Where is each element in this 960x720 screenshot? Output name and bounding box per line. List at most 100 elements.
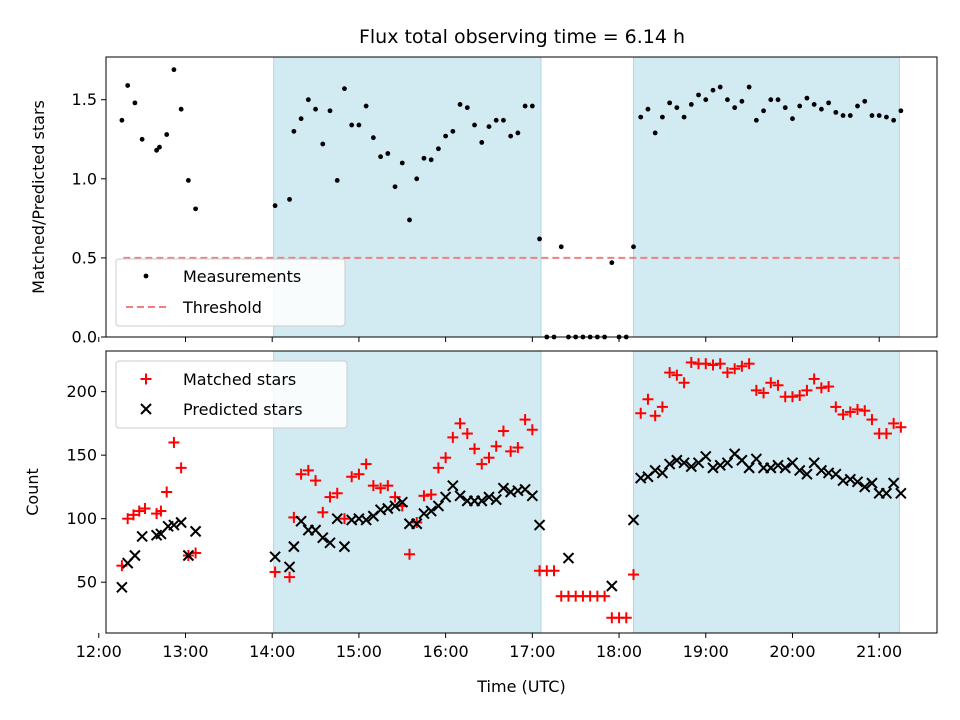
matched-stars-point [302, 464, 314, 476]
measurement-point [725, 97, 730, 103]
predicted-stars-point [175, 516, 187, 529]
predicted-stars-point [382, 502, 394, 515]
measurement-point [884, 114, 889, 120]
predicted-stars-point [269, 551, 281, 563]
measurement-point [436, 146, 441, 152]
matched-stars-point [721, 367, 733, 379]
predicted-stars-point [700, 450, 712, 463]
matched-stars-point [866, 414, 878, 426]
measurement-point [407, 217, 412, 223]
matched-stars-point [476, 458, 488, 470]
measurement-point [790, 116, 795, 122]
predicted-stars-point [844, 473, 856, 486]
y-tick-label: 0.5 [72, 248, 97, 267]
bottom-legend: Matched stars Predicted stars [115, 360, 348, 429]
matched-stars-point [310, 475, 322, 487]
matched-stars-point [360, 458, 372, 470]
matched-stars-point [168, 436, 180, 448]
matched-stars-point [175, 462, 187, 474]
predicted-stars-point [317, 532, 329, 544]
measurement-point [178, 106, 184, 112]
legend-matched-plus [140, 373, 152, 385]
predicted-stars-point [526, 490, 539, 502]
measurement-point [349, 122, 355, 128]
measurement-point [710, 87, 716, 93]
measurement-point [782, 105, 788, 111]
predicted-stars-point [750, 453, 763, 465]
measurement-point [739, 98, 745, 104]
measurement-point [421, 155, 427, 161]
matched-stars-point [707, 359, 719, 371]
measurement-point [855, 103, 860, 109]
predicted-stars-point [880, 487, 893, 499]
measurement-point [652, 130, 658, 136]
predicted-stars-point [389, 500, 401, 512]
x-tick-label: 13:00 [162, 642, 208, 661]
predicted-stars-point [168, 519, 180, 531]
top-plot-frame [105, 56, 938, 338]
matched-stars-point [772, 379, 784, 391]
matched-stars-point [808, 373, 820, 385]
matched-stars-point [418, 490, 430, 502]
predicted-stars-point [866, 477, 878, 489]
matched-stars-point [526, 424, 538, 436]
predicted-stars-point [136, 530, 148, 543]
predicted-stars-point [533, 519, 546, 531]
predicted-stars-point [439, 491, 452, 503]
measurement-point [171, 67, 177, 73]
x-tick-label: 17:00 [509, 642, 555, 661]
matched-stars-point [685, 356, 697, 368]
matched-stars-point [389, 491, 401, 503]
y-tick-label: 100 [66, 509, 97, 528]
matched-stars-point [678, 377, 690, 389]
predicted-stars-point [606, 580, 618, 592]
matched-stars-point [324, 491, 336, 503]
measurement-point [847, 113, 853, 118]
matched-stars-point [382, 480, 394, 492]
measurement-point [811, 102, 817, 107]
measurement-point [313, 106, 318, 112]
observing-window-band [633, 351, 900, 633]
measurement-point [753, 117, 759, 123]
top-y-axis-label: Matched/Predicted stars [29, 100, 48, 294]
measurement-point [746, 84, 752, 90]
measurement-point [125, 83, 131, 88]
predicted-stars-point [338, 540, 351, 553]
measurement-point [681, 114, 687, 120]
legend-threshold-label: Threshold [182, 298, 262, 317]
measurement-point [363, 103, 369, 109]
measurement-point [501, 117, 506, 123]
matched-stars-point [628, 569, 640, 581]
y-tick-label: 0.0 [72, 328, 97, 347]
x-tick-label: 19:00 [683, 642, 729, 661]
predicted-stars-point [743, 462, 755, 474]
predicted-stars-point [189, 525, 202, 538]
x-tick-label: 20:00 [769, 642, 815, 661]
measurement-point [717, 84, 723, 90]
legend-matched-marker [140, 373, 152, 385]
predicted-stars-point [765, 462, 777, 474]
measurement-point [457, 102, 463, 107]
measurement-point [298, 116, 304, 122]
matched-stars-point [729, 363, 741, 375]
measurement-point [609, 260, 615, 266]
measurement-point [674, 105, 680, 111]
measurement-point [775, 97, 781, 103]
predicted-stars-point [283, 561, 296, 573]
measurement-point [522, 103, 528, 109]
predicted-stars-point [707, 462, 719, 474]
matched-stars-point [284, 571, 296, 583]
measurement-point [472, 122, 477, 128]
predicted-stars-point [425, 505, 437, 517]
matched-stars-point [880, 428, 892, 440]
matched-stars-point [837, 409, 849, 421]
measurement-point [645, 106, 651, 112]
matched-stars-point [461, 428, 473, 440]
measurement-point [898, 108, 904, 114]
matched-stars-point [750, 384, 762, 396]
matched-stars-point [656, 401, 668, 413]
matched-stars-point [483, 452, 495, 464]
predicted-stars-point [895, 487, 907, 499]
legend-measurements-marker [143, 273, 149, 279]
x-tick-label: 21:00 [856, 642, 902, 661]
